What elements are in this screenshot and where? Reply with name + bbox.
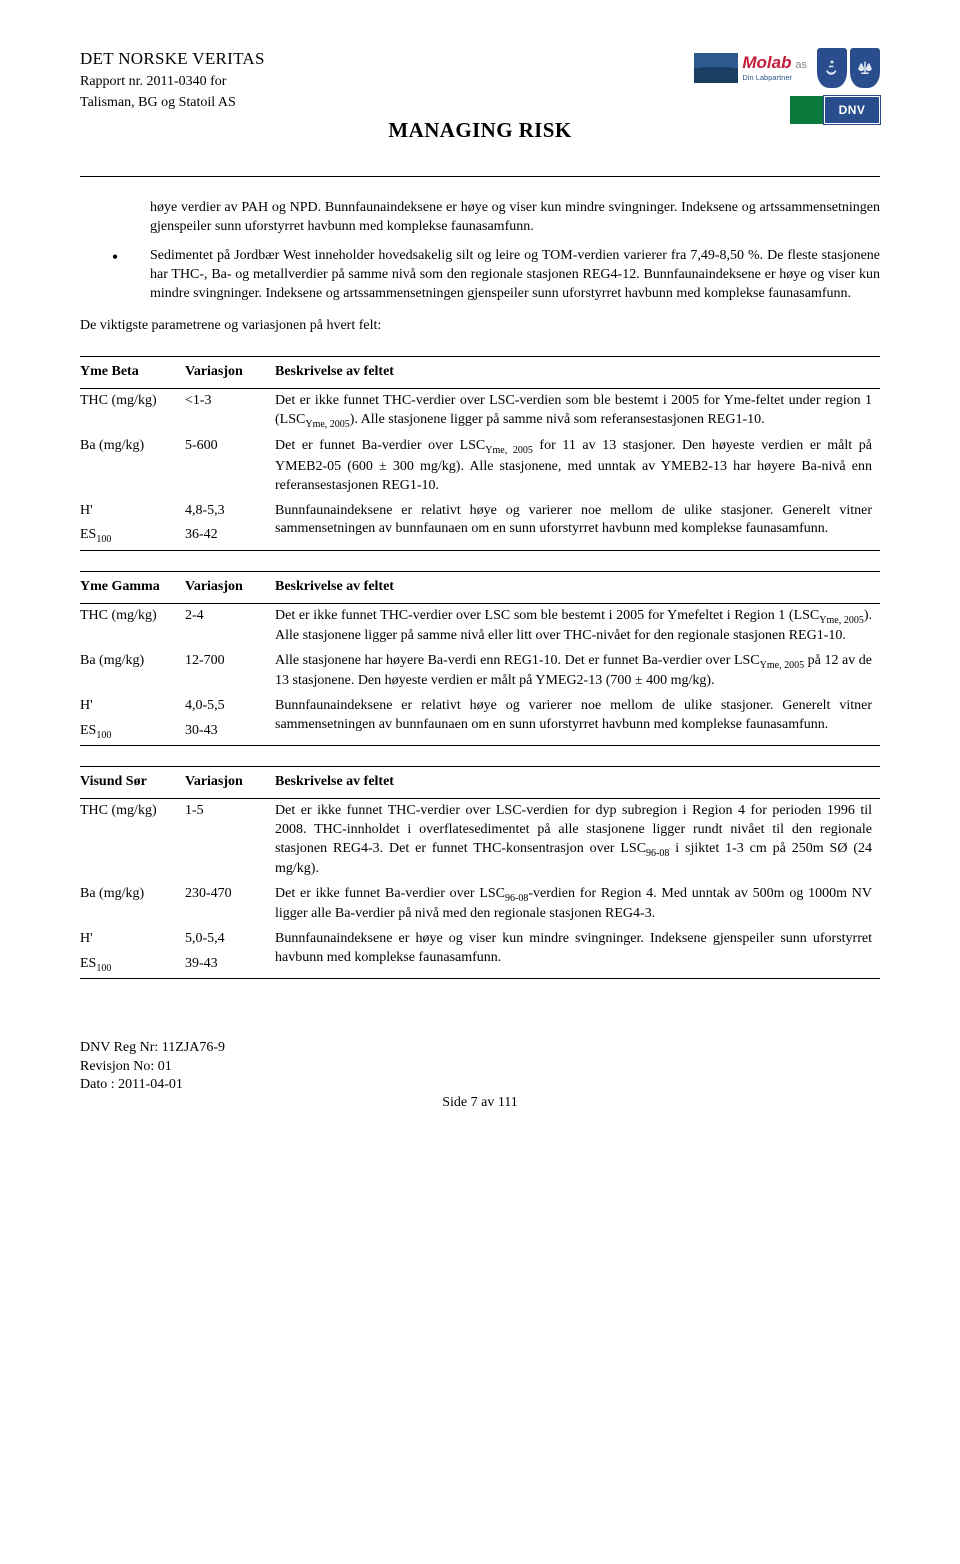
table-row: Ba (mg/kg)230-470Det er ikke funnet Ba-v… [80, 882, 880, 927]
footer-date: Dato : 2011-04-01 [80, 1076, 880, 1094]
cell-desc: Bunnfaunaindeksene er høye og viser kun … [275, 927, 880, 979]
table-head-param: Visund Sør [80, 767, 185, 799]
parameter-table: Visund SørVariasjonBeskrivelse av feltet… [80, 766, 880, 979]
cell-var: 230-470 [185, 882, 275, 927]
page-title: MANAGING RISK [388, 116, 571, 144]
table-head-desc: Beskrivelse av feltet [275, 357, 880, 389]
dnv-green-icon [790, 96, 824, 124]
cell-param: ES100 [80, 523, 185, 550]
bullet-icon: • [80, 247, 150, 264]
molab-suffix: as [795, 59, 807, 71]
outro-paragraph: De viktigste parametrene og variasjonen … [80, 317, 880, 336]
cell-var: 5,0-5,4 [185, 927, 275, 952]
table-head-var: Variasjon [185, 767, 275, 799]
table-row: Ba (mg/kg)12-700Alle stasjonene har høye… [80, 649, 880, 694]
body-content: høye verdier av PAH og NPD. Bunnfaunaind… [150, 199, 880, 303]
cell-var: 4,0-5,5 [185, 694, 275, 719]
cell-desc: Det er ikke funnet Ba-verdier over LSC96… [275, 882, 880, 927]
company-name: DET NORSKE VERITAS [80, 48, 265, 71]
cell-var: <1-3 [185, 389, 275, 434]
cell-param: Ba (mg/kg) [80, 649, 185, 694]
cell-param: ES100 [80, 719, 185, 746]
tables-section: Yme BetaVariasjonBeskrivelse av feltetTH… [80, 356, 880, 979]
cell-param: H' [80, 694, 185, 719]
cell-var: 5-600 [185, 434, 275, 498]
page-header: DET NORSKE VERITAS Rapport nr. 2011-0340… [80, 48, 880, 168]
table-row: THC (mg/kg)1-5Det er ikke funnet THC-ver… [80, 799, 880, 882]
table-head-param: Yme Gamma [80, 571, 185, 603]
cell-param: ES100 [80, 952, 185, 979]
cell-desc: Det er ikke funnet THC-verdier over LSC-… [275, 799, 880, 882]
data-table: Visund SørVariasjonBeskrivelse av feltet… [80, 766, 880, 979]
client-name: Talisman, BG og Statoil AS [80, 94, 265, 113]
dnv-badge: DNV [790, 96, 880, 124]
cell-desc: Det er funnet Ba-verdier over LSCYme, 20… [275, 434, 880, 498]
molab-mark-icon [694, 53, 738, 83]
dnv-label: DNV [824, 96, 880, 124]
cell-desc: Bunnfaunaindeksene er relativt høye og v… [275, 499, 880, 551]
cell-param: THC (mg/kg) [80, 389, 185, 434]
cell-desc: Det er ikke funnet THC-verdier over LSC-… [275, 389, 880, 434]
cell-var: 39-43 [185, 952, 275, 979]
cell-var: 2-4 [185, 604, 275, 649]
cell-param: THC (mg/kg) [80, 799, 185, 882]
header-left: DET NORSKE VERITAS Rapport nr. 2011-0340… [80, 48, 265, 113]
footer-left: DNV Reg Nr: 11ZJA76-9 Revisjon No: 01 Da… [80, 1039, 880, 1094]
cell-var: 36-42 [185, 523, 275, 550]
table-row: H'5,0-5,4Bunnfaunaindeksene er høye og v… [80, 927, 880, 952]
anchor-shield-icon [817, 48, 847, 88]
cell-param: H' [80, 927, 185, 952]
table-head-var: Variasjon [185, 357, 275, 389]
cell-param: H' [80, 499, 185, 524]
cell-var: 30-43 [185, 719, 275, 746]
intro-paragraph: høye verdier av PAH og NPD. Bunnfaunaind… [150, 199, 880, 237]
page-footer: DNV Reg Nr: 11ZJA76-9 Revisjon No: 01 Da… [80, 1039, 880, 1094]
table-row: Ba (mg/kg)5-600Det er funnet Ba-verdier … [80, 434, 880, 498]
footer-rev: Revisjon No: 01 [80, 1058, 880, 1076]
report-number: Rapport nr. 2011-0340 for [80, 73, 265, 92]
molab-brand-text: Molab [742, 53, 791, 72]
cell-param: THC (mg/kg) [80, 604, 185, 649]
cell-param: Ba (mg/kg) [80, 882, 185, 927]
table-head-desc: Beskrivelse av feltet [275, 571, 880, 603]
table-head-param: Yme Beta [80, 357, 185, 389]
cell-var: 1-5 [185, 799, 275, 882]
cell-param: Ba (mg/kg) [80, 434, 185, 498]
cell-var: 4,8-5,3 [185, 499, 275, 524]
logo-group: Molab as Din Labpartner [694, 48, 880, 88]
cell-desc: Alle stasjonene har høyere Ba-verdi enn … [275, 649, 880, 694]
dnv-shields [817, 48, 880, 88]
cell-desc: Bunnfaunaindeksene er relativt høye og v… [275, 694, 880, 746]
table-row: THC (mg/kg)2-4Det er ikke funnet THC-ver… [80, 604, 880, 649]
cell-var: 12-700 [185, 649, 275, 694]
data-table: Yme BetaVariasjonBeskrivelse av feltetTH… [80, 356, 880, 550]
bullet-item: • Sedimentet på Jordbær West inneholder … [80, 247, 880, 304]
table-head-var: Variasjon [185, 571, 275, 603]
bullet-text: Sedimentet på Jordbær West inneholder ho… [150, 247, 880, 304]
table-row: H'4,8-5,3Bunnfaunaindeksene er relativt … [80, 499, 880, 524]
molab-text-block: Molab as Din Labpartner [742, 52, 807, 83]
header-divider [80, 176, 880, 177]
footer-reg: DNV Reg Nr: 11ZJA76-9 [80, 1039, 880, 1057]
page-number: Side 7 av 111 [442, 1094, 518, 1113]
scale-shield-icon [850, 48, 880, 88]
table-head-desc: Beskrivelse av feltet [275, 767, 880, 799]
table-row: THC (mg/kg)<1-3Det er ikke funnet THC-ve… [80, 389, 880, 434]
molab-logo: Molab as Din Labpartner [694, 48, 807, 88]
parameter-table: Yme BetaVariasjonBeskrivelse av feltetTH… [80, 356, 880, 550]
table-row: H'4,0-5,5Bunnfaunaindeksene er relativt … [80, 694, 880, 719]
cell-desc: Det er ikke funnet THC-verdier over LSC … [275, 604, 880, 649]
data-table: Yme GammaVariasjonBeskrivelse av feltetT… [80, 571, 880, 746]
parameter-table: Yme GammaVariasjonBeskrivelse av feltetT… [80, 571, 880, 746]
